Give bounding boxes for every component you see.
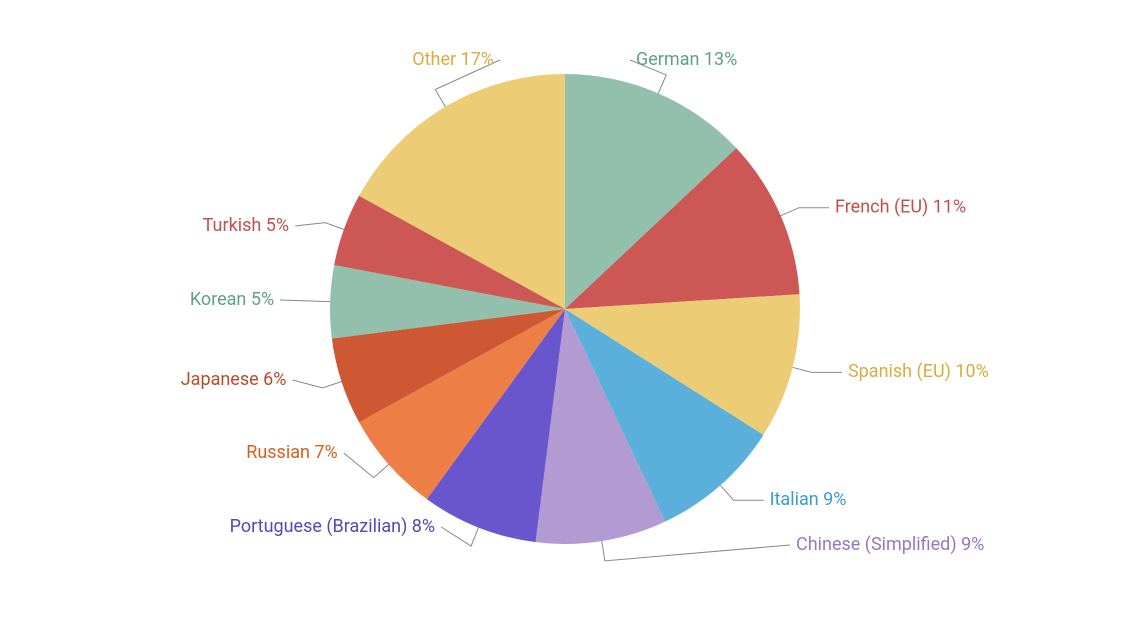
leader-line bbox=[793, 367, 842, 372]
slice-label: German 13% bbox=[636, 49, 737, 70]
leader-line bbox=[344, 453, 389, 478]
leader-line bbox=[441, 527, 478, 546]
leader-line bbox=[280, 300, 330, 302]
slice-label: Chinese (Simplified) 9% bbox=[796, 534, 984, 555]
slice-label: Japanese 6% bbox=[181, 369, 287, 390]
slice-label: French (EU) 11% bbox=[835, 196, 966, 217]
leader-line bbox=[602, 541, 790, 561]
leader-line bbox=[292, 380, 341, 388]
slice-label: Korean 5% bbox=[190, 289, 274, 310]
leader-line bbox=[295, 223, 344, 230]
pie-chart: German 13% French (EU) 11% Spanish (EU) 10… bbox=[0, 0, 1130, 618]
slice-label: Spanish (EU) 10% bbox=[848, 361, 989, 382]
slice-label: Italian 9% bbox=[770, 489, 847, 510]
leader-line bbox=[781, 208, 829, 216]
slice-label: Turkish 5% bbox=[203, 215, 289, 236]
leader-line bbox=[720, 485, 763, 500]
slice-label: Portuguese (Brazilian) 8% bbox=[230, 516, 435, 537]
slice-label: Other 17% bbox=[412, 49, 494, 70]
slice-label: Russian 7% bbox=[246, 442, 337, 463]
